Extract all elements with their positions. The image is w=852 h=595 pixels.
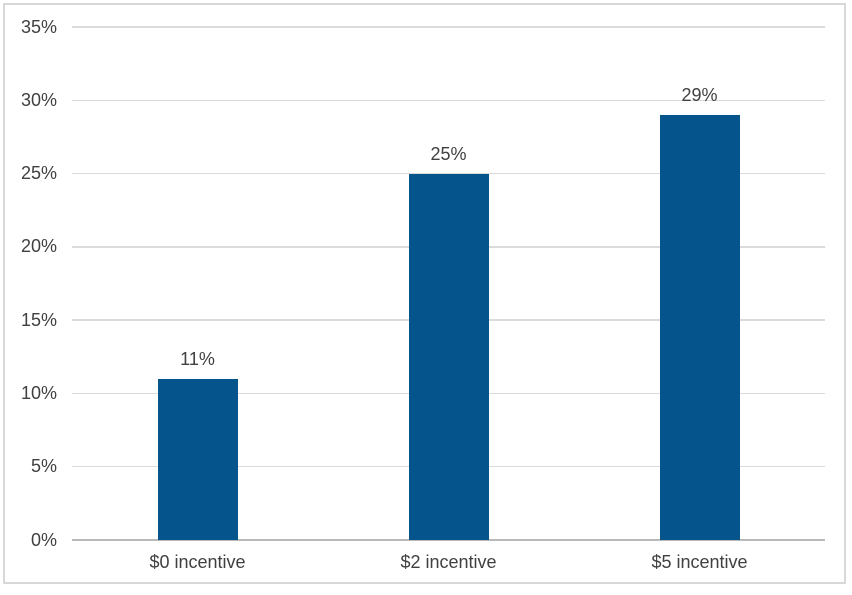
plot-area: 11% 25% 29% [72,26,825,541]
x-axis-label: $0 incentive [149,552,246,572]
y-axis-tick-label: 30% [20,89,57,110]
gridline [72,26,825,28]
y-axis-tick-label: 5% [30,456,57,477]
bar [157,378,238,540]
x-axis-label: $2 incentive [400,552,497,572]
bar-value-label: 11% [180,348,215,369]
y-axis-tick-label: 0% [30,529,57,550]
gridline [72,99,825,102]
bar-value-label: 25% [430,143,467,164]
y-axis-tick-label: 20% [20,236,57,257]
bar-value-label: 29% [681,84,718,105]
bar-chart-frame: 11% 25% 29% 0% 5% 10% 15% 20% 25% 30% 35% $0 incen… [3,3,846,584]
y-axis-tick-label: 15% [20,309,57,330]
bar [659,114,740,540]
y-axis-tick-label: 25% [20,163,57,184]
y-axis-tick-label: 35% [20,16,57,37]
x-axis-label: $5 incentive [651,552,748,572]
y-axis-tick-label: 10% [20,382,57,403]
bar [408,173,489,540]
gridline [72,172,825,175]
